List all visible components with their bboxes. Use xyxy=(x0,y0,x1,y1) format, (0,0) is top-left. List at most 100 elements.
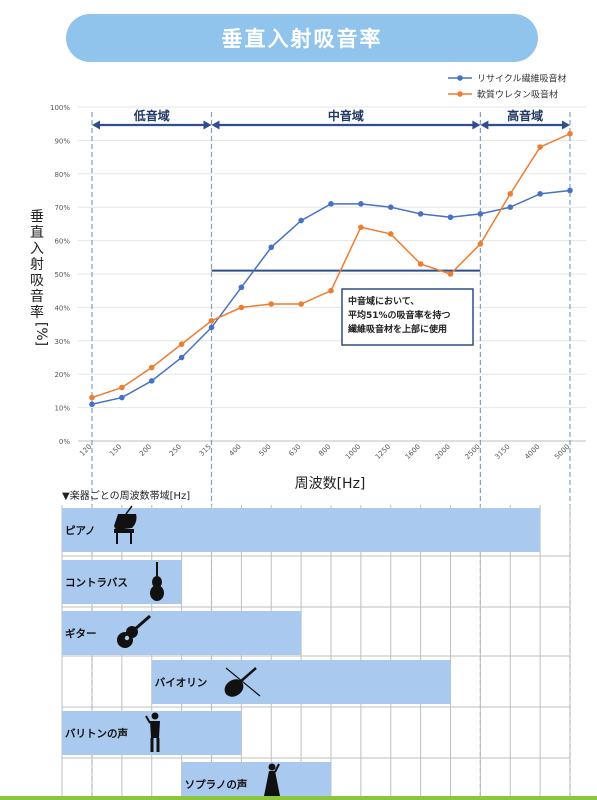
data-point xyxy=(537,191,543,197)
x-tick-label: 250 xyxy=(168,443,183,458)
data-point xyxy=(447,271,454,277)
x-tick-label: 630 xyxy=(287,443,302,458)
band-arrow-head-left xyxy=(92,120,100,130)
y-tick-label: 70% xyxy=(54,204,70,212)
data-point xyxy=(507,204,514,210)
data-point xyxy=(119,394,125,401)
y-tick-label: 10% xyxy=(54,405,70,413)
instrument-bar xyxy=(181,762,331,800)
data-point xyxy=(298,301,304,307)
title-banner: 垂直入射吸音率 xyxy=(66,14,538,62)
data-point xyxy=(477,241,484,247)
x-tick-label: 800 xyxy=(317,443,332,458)
data-point xyxy=(358,224,364,231)
x-tick-label: 5000 xyxy=(553,443,571,461)
annotation-text: 繊維吸音材を上部に使用 xyxy=(348,323,447,335)
x-tick-label: 3150 xyxy=(493,443,511,461)
instrument-label: コントラバス xyxy=(65,577,128,589)
y-tick-label: 50% xyxy=(54,271,70,279)
data-point xyxy=(178,341,185,347)
band-label: 中音域 xyxy=(328,108,364,123)
violin-icon xyxy=(224,667,261,697)
y-tick-label: 20% xyxy=(54,371,70,379)
y-tick-label: 30% xyxy=(54,338,70,346)
x-tick-label: 500 xyxy=(258,443,273,458)
data-point xyxy=(178,354,185,361)
data-point xyxy=(148,364,155,371)
data-point xyxy=(417,261,424,267)
annotation-box xyxy=(341,288,474,346)
data-point xyxy=(268,244,275,251)
footer-divider xyxy=(0,796,597,800)
y-axis-label-char: 垂 xyxy=(30,209,44,225)
baritone-singer-icon xyxy=(145,712,160,752)
y-tick-label: 90% xyxy=(54,137,70,145)
band-arrow-head-left xyxy=(480,120,489,130)
y-axis-label-char: 音 xyxy=(30,288,44,305)
x-tick-label: 2500 xyxy=(464,443,482,461)
y-tick-label: 40% xyxy=(54,304,70,312)
y-axis-label-char: 吸 xyxy=(30,273,44,289)
data-point xyxy=(148,378,155,384)
y-axis-label-unit: [%] xyxy=(33,322,49,346)
x-tick-label: 2000 xyxy=(434,443,452,461)
data-point xyxy=(268,301,275,307)
page-title: 垂直入射吸音率 xyxy=(221,27,383,51)
guitar-icon xyxy=(117,614,151,648)
data-point xyxy=(328,201,334,207)
data-point xyxy=(477,211,484,217)
y-tick-label: 0% xyxy=(59,438,70,446)
band-arrow-head-right xyxy=(203,120,212,130)
double-bass-icon xyxy=(150,562,164,601)
data-point xyxy=(208,324,215,331)
grand-piano-icon xyxy=(114,505,137,544)
x-axis-label: 周波数[Hz] xyxy=(295,476,366,492)
band-label: 高音域 xyxy=(507,108,543,123)
instrument-bar xyxy=(151,660,451,704)
x-tick-label: 1250 xyxy=(374,443,392,461)
instrument-chart-title: ▼楽器ごとの周波数帯域[Hz] xyxy=(62,489,190,502)
instrument-label: ピアノ xyxy=(65,525,96,537)
data-point xyxy=(387,204,394,210)
annotation-text: 中音域において、 xyxy=(348,295,419,307)
data-point xyxy=(387,231,394,237)
data-point xyxy=(238,284,245,291)
instrument-label: ギター xyxy=(65,627,97,640)
x-tick-label: 200 xyxy=(138,443,153,458)
instrument-label: ソプラノの声 xyxy=(185,778,248,791)
data-point xyxy=(119,384,125,391)
y-tick-label: 100% xyxy=(50,104,70,112)
series-line xyxy=(91,133,571,399)
legend-label: リサイクル繊維吸音材 xyxy=(477,73,567,85)
data-point xyxy=(537,144,543,150)
data-point xyxy=(507,191,514,197)
x-tick-label: 1600 xyxy=(404,443,422,461)
data-point xyxy=(298,217,304,224)
data-point xyxy=(567,130,573,137)
data-point xyxy=(447,214,454,221)
data-point xyxy=(328,287,334,294)
band-arrow-head-right xyxy=(472,120,481,130)
band-label: 低音域 xyxy=(133,108,170,123)
y-tick-label: 60% xyxy=(54,238,70,246)
x-tick-label: 1000 xyxy=(344,443,362,461)
data-point xyxy=(89,394,95,401)
y-axis-label-char: 率 xyxy=(30,304,44,321)
data-point xyxy=(89,401,95,408)
legend-label: 軟質ウレタン吸音材 xyxy=(477,89,558,101)
data-point xyxy=(358,201,364,207)
instrument-bar xyxy=(62,508,541,552)
data-point xyxy=(567,187,573,194)
annotation-text: 平均51%の吸音率を持つ xyxy=(348,309,451,321)
data-point xyxy=(238,304,245,311)
x-tick-label: 120 xyxy=(78,443,93,458)
y-axis-label-char: 直 xyxy=(30,224,44,241)
y-axis-label-char: 入 xyxy=(30,241,44,257)
soprano-singer-icon xyxy=(264,763,280,796)
band-arrow-head-left xyxy=(211,120,220,130)
instrument-label: バイオリン xyxy=(155,677,208,689)
instrument-bar xyxy=(62,611,302,655)
legend-swatch-marker xyxy=(457,75,463,81)
data-point xyxy=(208,317,215,324)
